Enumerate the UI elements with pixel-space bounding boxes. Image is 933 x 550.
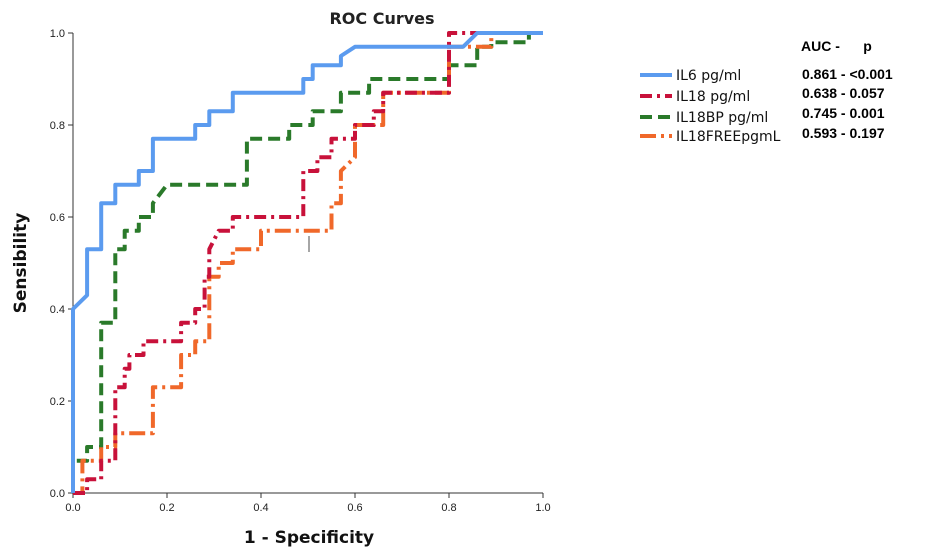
stats-table: 0.861 - <0.001 0.638 - 0.057 0.745 - 0.001…: [802, 66, 893, 141]
y-axis-title: Sensibility: [11, 213, 31, 314]
series-line-il6-pg-ml: [71, 31, 543, 493]
legend-label: IL6 pg/ml: [676, 68, 741, 84]
legend-label: IL18BP pg/ml: [676, 110, 768, 126]
series-line-il18bp-pg-ml: [71, 31, 543, 493]
y-tick-label: 0.8: [50, 120, 65, 132]
y-tick-label: 0.0: [50, 488, 65, 500]
x-tick-label: 0.8: [441, 502, 456, 514]
legend: IL6 pg/ml IL18 pg/ml IL18BP pg/ml IL18FREEp…: [640, 68, 781, 145]
series-line-il18freepgml: [73, 31, 543, 495]
x-tick-label: 0.4: [253, 502, 268, 514]
x-tick-label: 1.0: [535, 502, 550, 514]
y-tick-label: 0.2: [50, 396, 65, 408]
legend-label: IL18 pg/ml: [676, 89, 750, 105]
y-axis-ticks: 0.0 0.2 0.4 0.6 0.8 1.0: [50, 28, 73, 500]
x-axis-title: 1 - Specificity: [244, 528, 374, 548]
stats-header: AUC - p: [801, 38, 872, 54]
legend-label: IL18FREEpgmL: [676, 129, 781, 145]
plot-area: [72, 33, 543, 494]
x-axis-ticks: 0.0 0.2 0.4 0.6 0.8 1.0: [65, 493, 551, 514]
stat-value: 0.638 - 0.057: [802, 85, 885, 101]
y-tick-label: 0.4: [50, 304, 65, 316]
x-tick-label: 0.0: [65, 502, 80, 514]
stat-value: 0.861 - <0.001: [802, 66, 893, 82]
series-line-il18-pg-ml: [73, 31, 543, 495]
y-tick-label: 1.0: [50, 28, 65, 40]
stat-value: 0.593 - 0.197: [802, 125, 885, 141]
x-tick-label: 0.2: [159, 502, 174, 514]
series-layer: [71, 31, 543, 495]
chart-title: ROC Curves: [329, 9, 434, 28]
stat-value: 0.745 - 0.001: [802, 105, 885, 121]
y-tick-label: 0.6: [50, 212, 65, 224]
x-tick-label: 0.6: [347, 502, 362, 514]
